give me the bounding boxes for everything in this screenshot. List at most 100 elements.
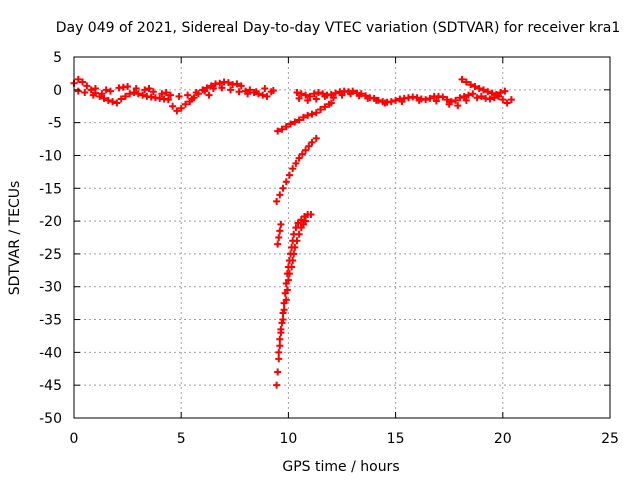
data-point (302, 91, 310, 99)
y-tick-label: -45 (39, 378, 62, 394)
data-point (298, 150, 306, 158)
y-tick-label: -20 (39, 214, 62, 230)
data-point (503, 99, 511, 107)
data-series (273, 211, 315, 389)
data-point (218, 84, 226, 92)
data-point (321, 92, 329, 100)
data-point (277, 220, 285, 228)
data-point (302, 146, 310, 154)
data-series (70, 75, 277, 115)
data-point (109, 98, 117, 106)
data-point (308, 138, 316, 146)
data-point (162, 88, 170, 96)
data-series (274, 220, 285, 248)
plot-frame (73, 56, 611, 419)
data-point (100, 94, 108, 102)
data-point (456, 94, 464, 102)
grid-lines (74, 57, 610, 418)
data-point (355, 92, 363, 100)
x-tick-label: 10 (279, 431, 297, 447)
data-point (282, 296, 290, 304)
data-point (288, 263, 296, 271)
data-point (235, 88, 243, 96)
data-point (443, 96, 451, 104)
data-point (79, 78, 87, 86)
data-point (484, 88, 492, 96)
data-point (372, 96, 380, 104)
data-point (454, 102, 462, 110)
data-point (282, 178, 290, 186)
data-point (275, 234, 283, 241)
data-point (74, 75, 82, 83)
data-point (209, 85, 217, 93)
data-point (291, 118, 299, 126)
data-point (276, 342, 284, 350)
data-point (192, 88, 200, 96)
data-point (307, 211, 315, 219)
data-point (422, 96, 430, 104)
data-point (290, 250, 298, 258)
data-point (471, 83, 479, 91)
data-point (175, 92, 183, 100)
data-point (269, 86, 277, 94)
data-point (364, 94, 372, 102)
data-point (74, 87, 82, 95)
data-point (302, 217, 310, 225)
data-point (452, 96, 460, 104)
y-tick-label: 0 (53, 83, 62, 99)
data-point (274, 240, 282, 248)
data-point (91, 85, 99, 93)
data-point (282, 123, 290, 131)
data-point (169, 102, 177, 110)
y-tick-label: -30 (39, 280, 62, 296)
data-point (184, 91, 192, 99)
data-point (188, 95, 196, 103)
y-tick-label: -50 (39, 411, 62, 427)
data-point (177, 104, 185, 112)
data-point (224, 79, 232, 87)
data-point (289, 256, 297, 264)
data-point (460, 92, 468, 100)
data-point (317, 106, 325, 114)
data-point (117, 95, 125, 103)
data-point (312, 109, 320, 117)
data-point (126, 90, 134, 98)
x-tick-label: 5 (177, 431, 186, 447)
data-point (132, 85, 140, 93)
data-point (445, 100, 453, 108)
data-point (392, 96, 400, 104)
data-point (492, 90, 500, 98)
data-point (164, 96, 172, 104)
data-point (237, 82, 245, 90)
data-point (113, 99, 121, 107)
data-point (295, 116, 303, 124)
data-series (273, 134, 320, 205)
data-point (244, 90, 252, 98)
data-point (158, 90, 166, 98)
data-point (338, 91, 346, 99)
data-point (458, 75, 466, 83)
data-point (145, 85, 153, 93)
data-point (321, 103, 329, 111)
data-point (469, 90, 477, 98)
data-point (415, 96, 423, 104)
data-point (81, 88, 89, 96)
data-point (467, 81, 475, 89)
data-point (387, 98, 395, 106)
data-point (475, 85, 483, 93)
data-point (426, 94, 434, 102)
data-point (291, 243, 299, 251)
data-point (293, 88, 301, 96)
data-point (497, 88, 505, 96)
data-point (130, 88, 138, 96)
data-point (314, 88, 322, 96)
data-series (274, 99, 335, 135)
data-point (83, 82, 91, 90)
data-point (134, 90, 142, 98)
data-point (263, 92, 271, 100)
data-point (274, 127, 282, 135)
data-point (216, 79, 224, 87)
data-point (287, 120, 295, 128)
data-point (280, 306, 288, 314)
data-points (70, 75, 515, 389)
